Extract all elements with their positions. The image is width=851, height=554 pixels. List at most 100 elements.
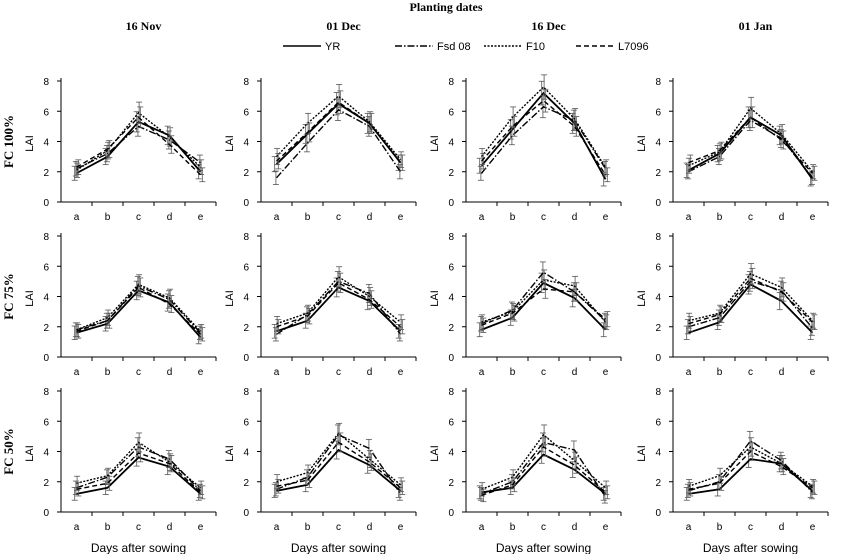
x-tick-label-e: e [198, 522, 204, 533]
x-tick-label-b: b [305, 212, 311, 223]
x-tick-label-b: b [105, 367, 111, 378]
series-fsd-08 [72, 437, 203, 498]
y-tick-label: 4 [43, 293, 49, 304]
legend-item-fsd-08: Fsd 08 [395, 41, 471, 53]
error-bar [573, 456, 580, 474]
x-tick-label-e: e [198, 367, 204, 378]
panel-fc-75-16-dec: 0 2 4 6 8 a b c d e LAI [429, 232, 622, 378]
y-tick-label: 6 [243, 107, 249, 118]
error-bar [198, 159, 205, 175]
error-bar [603, 159, 610, 175]
series-fsd-08 [684, 109, 815, 185]
y-axis-label: LAI [636, 290, 648, 307]
x-tick-label-a: a [274, 522, 280, 533]
error-bar [105, 309, 112, 326]
x-tick-label-d: d [572, 212, 578, 223]
y-tick-label: 4 [243, 448, 249, 459]
x-tick-label-c: c [136, 212, 141, 223]
series-line-fsd-08 [276, 280, 402, 335]
x-tick-label-b: b [305, 367, 311, 378]
series-line-l7096 [688, 450, 813, 490]
x-tick-label-e: e [603, 367, 609, 378]
x-tick-label-c: c [748, 522, 753, 533]
series-line-f10 [481, 433, 606, 490]
y-tick-label: 4 [43, 448, 49, 459]
series-yr [476, 445, 607, 501]
series-line-f10 [76, 111, 201, 171]
y-tick-label: 8 [448, 232, 454, 243]
error-bar [749, 267, 756, 289]
y-tick-label: 4 [448, 293, 454, 304]
x-tick-label-d: d [167, 522, 173, 533]
error-bar [368, 112, 375, 134]
series-fsd-08 [272, 424, 403, 501]
x-tick-label-c: c [541, 522, 546, 533]
error-bar [137, 106, 144, 129]
series-line-l7096 [688, 277, 813, 325]
column-header-01-dec: 01 Dec [326, 19, 361, 33]
x-tick-label-d: d [167, 212, 173, 223]
series-line-fsd-08 [481, 441, 607, 498]
x-tick-label-e: e [810, 367, 816, 378]
series-fsd-08 [684, 430, 815, 500]
series-line-l7096 [480, 99, 607, 176]
error-bar [337, 272, 344, 294]
series-line-yr [688, 283, 814, 334]
series-f10 [274, 266, 405, 332]
x-tick-label-d: d [779, 367, 785, 378]
series-f10 [479, 269, 610, 330]
x-tick-label-b: b [510, 522, 516, 533]
y-tick-label: 4 [43, 138, 49, 149]
error-bar [275, 153, 282, 170]
x-tick-label-c: c [748, 212, 753, 223]
x-tick-label-a: a [74, 212, 80, 223]
series-line-l7096 [688, 116, 814, 174]
series-fsd-08 [272, 98, 403, 185]
series-f10 [274, 422, 405, 493]
x-tick-label-d: d [367, 367, 373, 378]
x-tick-label-e: e [810, 522, 816, 533]
y-tick-label: 2 [655, 168, 661, 179]
legend-label-f10: F10 [526, 41, 545, 53]
x-tick-label-c: c [136, 367, 141, 378]
panel-fc-100-01-dec: 0 2 4 6 8 a b c d e LAI [224, 77, 417, 223]
x-tick-label-a: a [686, 367, 692, 378]
column-header-01-jan: 01 Jan [739, 19, 773, 33]
x-tick-label-a: a [479, 212, 485, 223]
error-bar [573, 116, 580, 137]
error-bar [810, 479, 817, 494]
error-bar [718, 475, 725, 491]
series-f10 [74, 432, 205, 495]
error-bar [399, 480, 406, 495]
x-tick-label-d: d [367, 212, 373, 223]
error-bar [368, 290, 375, 309]
error-bar [105, 141, 112, 160]
y-tick-label: 2 [43, 478, 49, 489]
error-bar [199, 167, 206, 183]
y-tick-label: 6 [243, 417, 249, 428]
y-tick-label: 0 [243, 198, 249, 209]
y-tick-label: 2 [243, 323, 249, 334]
error-bar [106, 475, 113, 491]
series-yr [476, 80, 607, 187]
y-tick-label: 6 [655, 417, 661, 428]
x-tick-label-e: e [603, 522, 609, 533]
panel-fc-75-01-jan: 0 2 4 6 8 a b c d e LAI [636, 232, 829, 378]
y-tick-label: 8 [43, 387, 49, 398]
y-tick-label: 0 [448, 198, 454, 209]
y-axis-label: LAI [224, 290, 236, 307]
error-bar [306, 308, 313, 325]
panel-fc-75-01-dec: 0 2 4 6 8 a b c d e LAI [224, 232, 417, 378]
error-bar [336, 84, 343, 109]
y-tick-label: 6 [243, 262, 249, 273]
error-bar [780, 458, 787, 476]
x-tick-label-e: e [810, 212, 816, 223]
panel-fc-50-16-dec: 0 2 4 6 8 a b c d e LAI Days after sowing [429, 387, 622, 554]
y-tick-label: 0 [43, 353, 49, 364]
error-bar [368, 453, 375, 471]
error-bar [306, 472, 313, 488]
error-bar [198, 324, 205, 339]
series-line-yr [276, 448, 402, 492]
x-tick-label-a: a [74, 367, 80, 378]
x-axis-label: Days after sowing [91, 541, 186, 554]
